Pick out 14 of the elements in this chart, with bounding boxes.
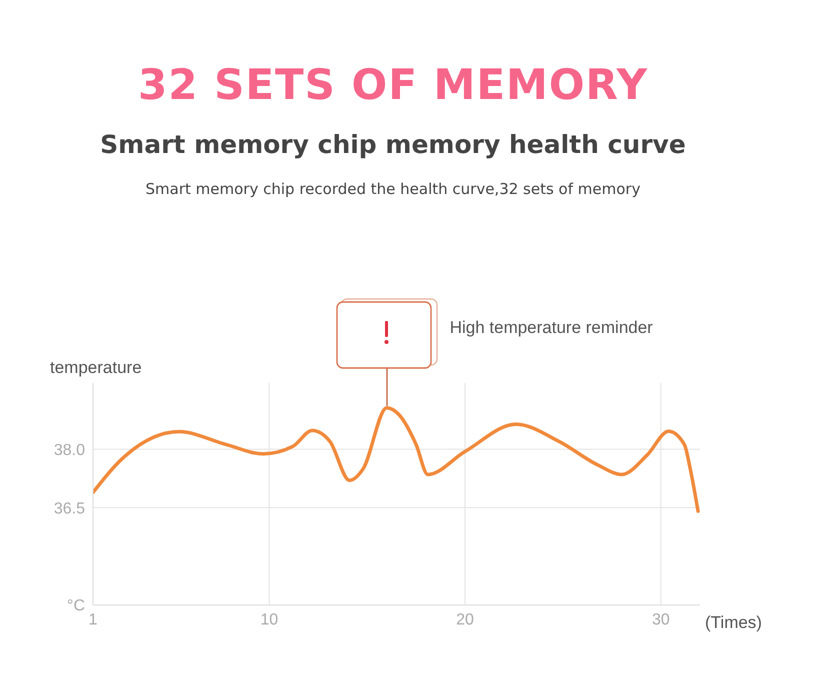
x-axis-title: (Times) xyxy=(705,613,762,633)
y-tick-label: 36.5 xyxy=(54,500,86,518)
text: High temperature reminder xyxy=(450,318,653,338)
chart-subtitle: Smart memory chip memory health curve xyxy=(99,130,687,159)
y-tick-label: 38.0 xyxy=(54,442,86,459)
chart-title: 32 SETS OF MEMORY xyxy=(137,60,649,109)
text: Smart memory chip recorded the health curve,32 sets of memory xyxy=(144,180,642,198)
line-series xyxy=(93,406,700,513)
x-tick-label: 10 xyxy=(260,611,278,628)
x-tick-label: 30 xyxy=(652,611,670,628)
y-tick-label: °C xyxy=(67,598,85,615)
x-tick-label: 1 xyxy=(88,611,98,628)
y-axis-title: temperature xyxy=(50,358,142,378)
x-tick-label: 20 xyxy=(456,611,474,628)
